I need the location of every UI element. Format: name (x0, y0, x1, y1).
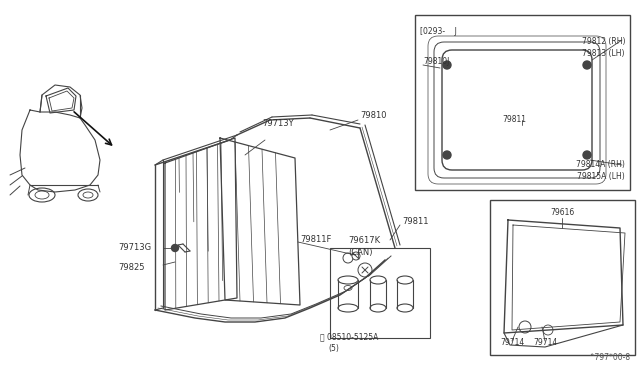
Text: 79810: 79810 (360, 111, 387, 120)
Ellipse shape (397, 304, 413, 312)
Text: 79713Y: 79713Y (262, 119, 294, 128)
Ellipse shape (370, 304, 386, 312)
Text: 79617K: 79617K (348, 236, 380, 245)
Circle shape (352, 252, 360, 260)
Text: 79714: 79714 (500, 338, 524, 347)
Text: (CAN): (CAN) (348, 248, 372, 257)
Ellipse shape (397, 276, 413, 284)
Circle shape (358, 263, 372, 277)
Bar (490, 200, 635, 355)
Text: 79616: 79616 (550, 208, 574, 217)
Text: 79811F: 79811F (300, 235, 332, 244)
Ellipse shape (338, 304, 358, 312)
Circle shape (583, 61, 591, 69)
Ellipse shape (344, 285, 352, 291)
Circle shape (443, 61, 451, 69)
Text: 79714: 79714 (533, 338, 557, 347)
Text: 79812 (RH): 79812 (RH) (582, 37, 625, 46)
Ellipse shape (338, 276, 358, 284)
Bar (415, 15, 630, 190)
Text: 79811: 79811 (502, 115, 526, 124)
Circle shape (443, 151, 451, 159)
Text: 79811: 79811 (402, 218, 429, 227)
Circle shape (519, 321, 531, 333)
Circle shape (172, 244, 179, 251)
Text: 79825: 79825 (118, 263, 145, 273)
Text: 79815A (LH): 79815A (LH) (577, 172, 625, 181)
Text: 79713G: 79713G (118, 244, 151, 253)
Circle shape (343, 253, 353, 263)
Bar (330, 248, 430, 338)
Text: 79810J: 79810J (423, 57, 449, 66)
Circle shape (543, 325, 553, 335)
Text: (5): (5) (328, 344, 339, 353)
Text: [0293-    J: [0293- J (420, 27, 457, 36)
Circle shape (583, 151, 591, 159)
Text: 79813 (LH): 79813 (LH) (582, 49, 625, 58)
Ellipse shape (370, 276, 386, 284)
Text: ^797*00-8: ^797*00-8 (588, 353, 630, 362)
Text: Ⓢ 08510-5125A: Ⓢ 08510-5125A (320, 332, 378, 341)
Text: 79814A (RH): 79814A (RH) (576, 160, 625, 169)
